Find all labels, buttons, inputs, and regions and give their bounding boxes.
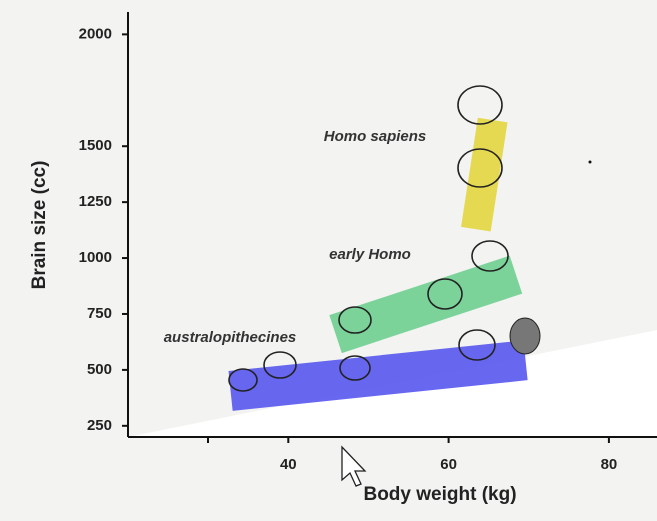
y-tick-label: 250 xyxy=(87,417,112,434)
x-tick-label: 60 xyxy=(440,456,457,473)
y-tick-label: 2000 xyxy=(79,25,112,42)
band xyxy=(476,120,493,229)
y-tick-label: 750 xyxy=(87,305,112,322)
band-label: Homo sapiens xyxy=(324,128,427,145)
x-tick-label: 80 xyxy=(601,456,618,473)
band-label: australopithecines xyxy=(164,329,297,346)
y-axis-title: Brain size (cc) xyxy=(29,161,50,290)
x-tick-label: 40 xyxy=(280,456,297,473)
y-tick-label: 500 xyxy=(87,361,112,378)
dot xyxy=(589,161,592,164)
y-tick-label: 1000 xyxy=(79,249,112,266)
band-label: early Homo xyxy=(329,246,411,263)
y-tick-label: 1250 xyxy=(79,193,112,210)
x-axis-title: Body weight (kg) xyxy=(363,484,516,505)
y-tick-label: 1500 xyxy=(79,137,112,154)
chart: Brain size (cc) Body weight (kg) 250 500 7… xyxy=(0,0,657,521)
